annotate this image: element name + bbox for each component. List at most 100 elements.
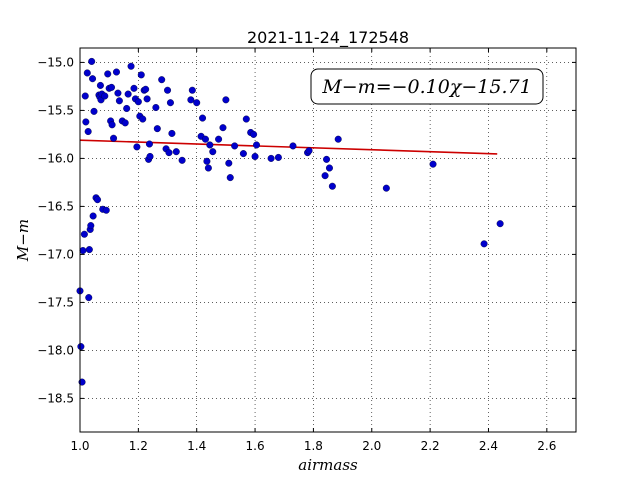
x-tick-label: 2.0 xyxy=(362,439,381,453)
data-point xyxy=(142,85,150,93)
data-point xyxy=(77,343,85,351)
data-point xyxy=(94,196,102,204)
data-point xyxy=(112,68,120,76)
data-point xyxy=(166,99,174,107)
x-tick-label: 2.2 xyxy=(421,439,440,453)
points-layer xyxy=(76,57,504,386)
data-point xyxy=(289,142,297,150)
y-tick-label: −15.0 xyxy=(37,55,74,69)
y-tick-label: −16.0 xyxy=(37,151,74,165)
data-point xyxy=(172,148,180,156)
y-tick-label: −15.5 xyxy=(37,103,74,117)
data-point xyxy=(114,89,122,97)
y-tick-label: −17.5 xyxy=(37,295,74,309)
data-point xyxy=(158,76,166,84)
y-tick-labels: −15.0 −15.5 −16.0 −16.5 −17.0 −17.5 −18.0 −18.5 xyxy=(37,55,74,405)
plot-frame xyxy=(79,47,577,433)
data-point xyxy=(127,62,135,70)
y-axis-label: M−m xyxy=(14,219,32,262)
data-point xyxy=(110,134,118,142)
data-point xyxy=(84,128,92,136)
data-point xyxy=(137,71,145,79)
x-tick-label: 1.8 xyxy=(304,439,323,453)
data-point xyxy=(146,152,154,160)
data-point xyxy=(226,174,234,182)
data-point xyxy=(143,95,151,103)
data-point xyxy=(480,240,488,248)
data-point xyxy=(225,159,233,167)
data-point xyxy=(90,107,98,115)
data-point xyxy=(85,294,93,302)
x-tick-label: 2.6 xyxy=(537,439,556,453)
data-point xyxy=(209,148,217,156)
data-point xyxy=(305,147,313,155)
data-point xyxy=(274,153,282,161)
plot-area xyxy=(76,47,577,433)
data-point xyxy=(231,142,239,150)
data-point xyxy=(130,84,138,92)
data-point xyxy=(133,143,141,151)
data-point xyxy=(165,149,173,157)
equation-box xyxy=(310,68,544,105)
data-point xyxy=(203,157,211,165)
data-point xyxy=(89,75,97,83)
y-tick-label: −18.5 xyxy=(37,391,74,405)
chart-title: 2021-11-24_172548 xyxy=(247,28,409,48)
data-point xyxy=(222,96,230,104)
x-tick-label: 1.4 xyxy=(187,439,206,453)
x-axis-label: airmass xyxy=(298,456,358,474)
data-point xyxy=(328,182,336,190)
data-point xyxy=(201,135,209,143)
x-tick-label: 2.4 xyxy=(479,439,498,453)
data-point xyxy=(267,154,275,162)
data-point xyxy=(121,119,129,127)
x-tick-label: 1.6 xyxy=(246,439,265,453)
data-point xyxy=(188,86,196,94)
equation-annotation: M−m=−0.10χ−15.71 xyxy=(310,68,544,105)
data-point xyxy=(87,222,95,230)
data-point xyxy=(334,135,342,143)
data-point xyxy=(115,97,123,105)
data-point xyxy=(187,96,195,104)
data-point xyxy=(239,150,247,158)
data-point xyxy=(325,164,333,172)
grid xyxy=(79,48,576,432)
data-point xyxy=(83,69,91,77)
data-point xyxy=(145,140,153,148)
data-point xyxy=(219,124,227,132)
data-point xyxy=(101,92,109,100)
data-point xyxy=(79,247,87,255)
equation-text: M−m=−0.10χ−15.71 xyxy=(321,76,531,98)
data-point xyxy=(193,99,201,107)
data-point xyxy=(124,90,132,98)
x-tick-labels: 1.0 1.2 1.4 1.6 1.8 2.0 2.2 2.4 2.6 xyxy=(70,439,556,453)
data-point xyxy=(81,92,89,100)
data-point xyxy=(204,164,212,172)
data-point xyxy=(102,206,110,214)
data-point xyxy=(123,104,131,112)
data-point xyxy=(496,220,504,228)
x-tick-label: 1.2 xyxy=(129,439,148,453)
data-point xyxy=(134,98,142,106)
y-tick-label: −18.0 xyxy=(37,343,74,357)
x-tick-label: 1.0 xyxy=(70,439,89,453)
tick-marks xyxy=(79,48,576,432)
data-point xyxy=(153,125,161,133)
data-point xyxy=(199,114,207,122)
data-point xyxy=(152,104,160,112)
data-point xyxy=(80,230,88,238)
data-point xyxy=(178,156,186,164)
data-point xyxy=(89,212,97,220)
data-point xyxy=(321,172,329,180)
y-tick-label: −16.5 xyxy=(37,199,74,213)
data-point xyxy=(82,118,90,126)
data-point xyxy=(85,246,93,254)
data-point xyxy=(323,155,331,163)
data-point xyxy=(108,121,116,129)
data-point xyxy=(215,135,223,143)
data-point xyxy=(88,57,96,65)
data-point xyxy=(168,129,176,137)
data-point xyxy=(139,115,147,123)
y-tick-label: −17.0 xyxy=(37,247,74,261)
